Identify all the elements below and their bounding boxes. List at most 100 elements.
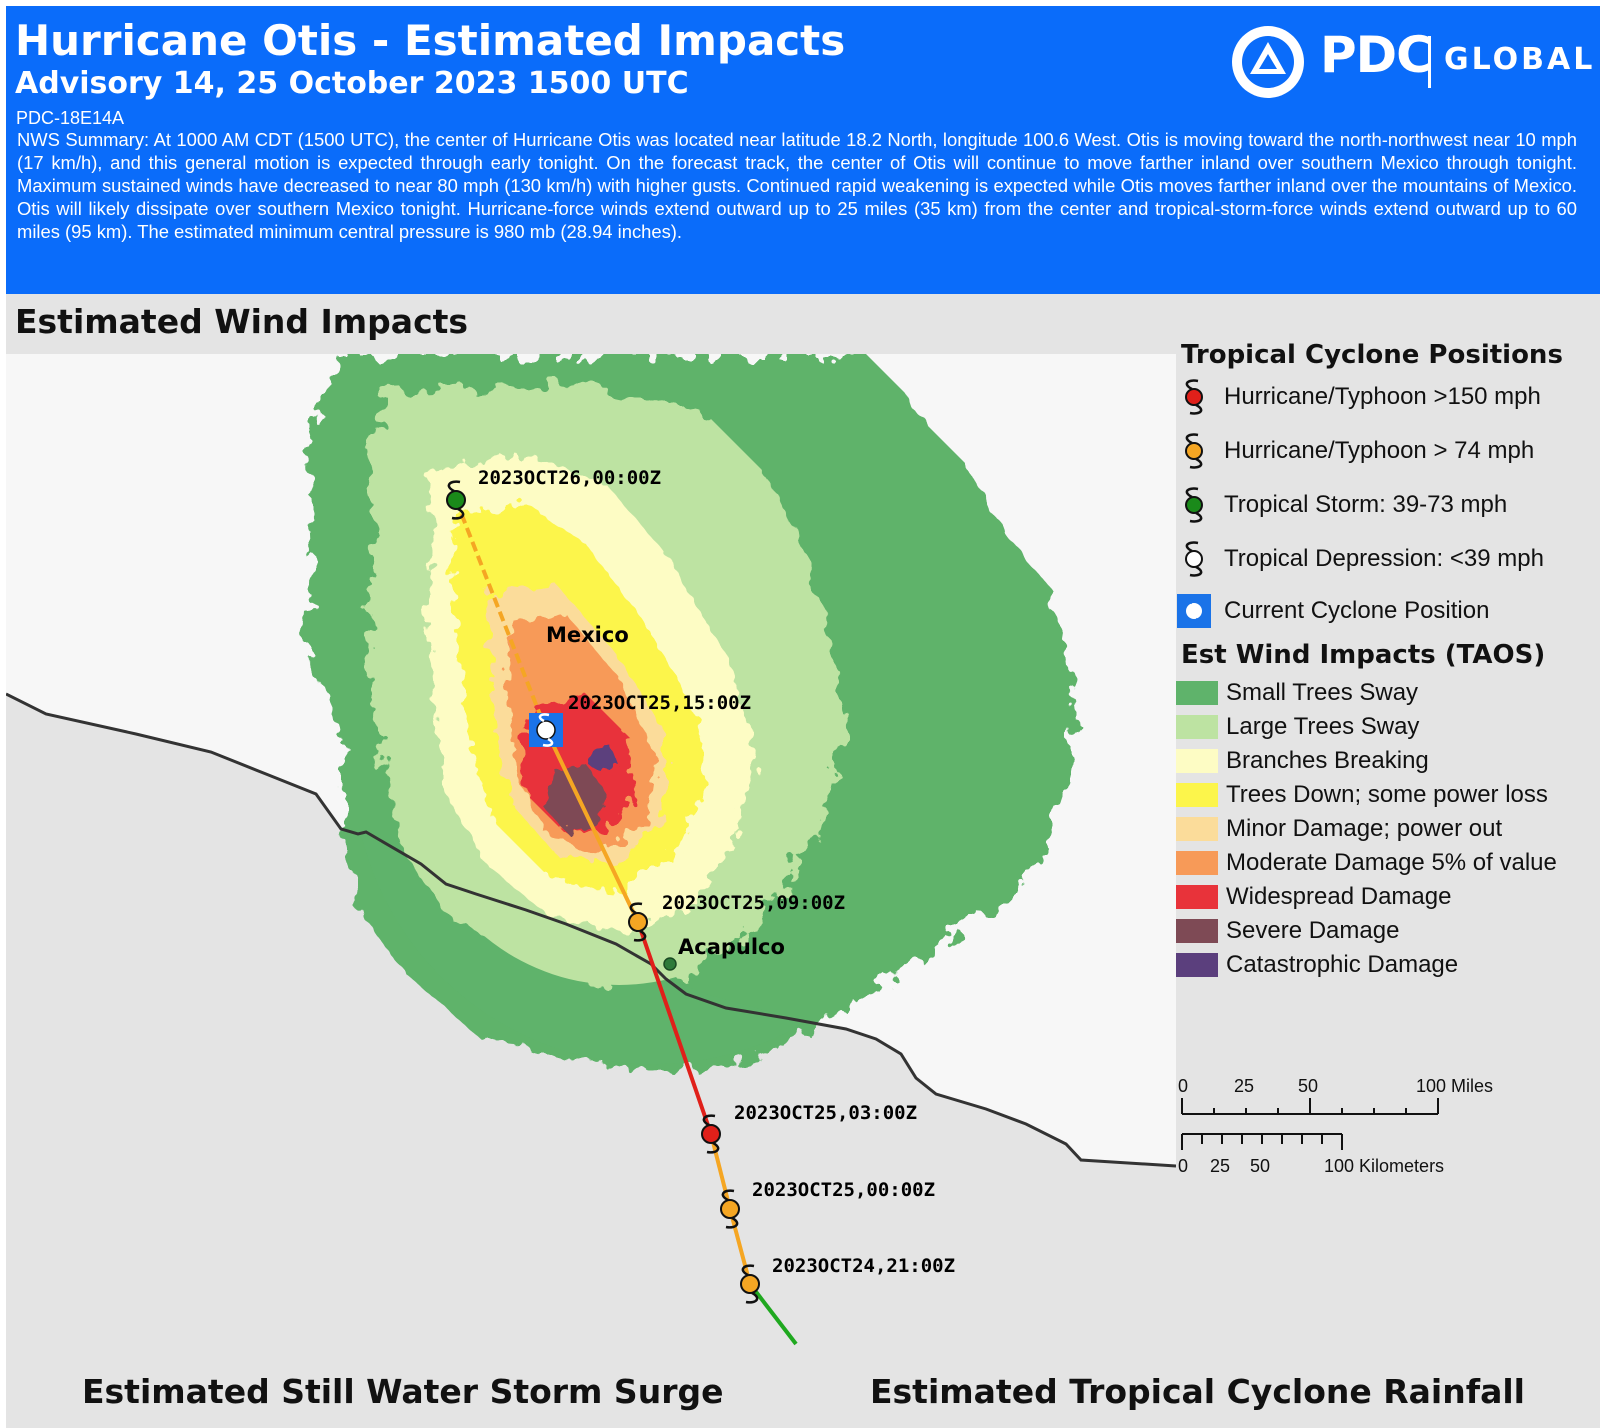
page-title: Hurricane Otis - Estimated Impacts	[15, 16, 846, 65]
track-time-label: 2023OCT25,03:00Z	[734, 1102, 917, 1124]
legend-item-wind[interactable]: Widespread Damage	[1176, 880, 1451, 914]
legend-label: Tropical Storm: 39-73 mph	[1224, 491, 1508, 518]
wind-zone-severe-damage	[546, 764, 606, 832]
scale-miles-ruler	[1181, 1098, 1439, 1115]
scale-km-label: 0	[1178, 1156, 1188, 1176]
wind-zone-catastrophic-damage	[590, 746, 618, 774]
wind-impact-map[interactable]: Mexico Acapulco 2023OCT26,00:00Z 2023OCT…	[6, 354, 1176, 1364]
impacts-panel: Estimated Wind Impacts	[6, 294, 1600, 1428]
legend-swatch	[1176, 749, 1218, 773]
track-segment-hurricane	[728, 1208, 752, 1285]
legend-item-major-hurricane[interactable]: Hurricane/Typhoon >150 mph	[1176, 379, 1541, 415]
current-position-icon[interactable]	[529, 713, 563, 747]
legend-item-wind[interactable]: Minor Damage; power out	[1176, 812, 1502, 846]
legend-item-tropical-depression[interactable]: Tropical Depression: <39 mph	[1176, 541, 1544, 577]
track-segment-forecast	[454, 499, 548, 731]
country-label: Mexico	[546, 623, 629, 647]
rainfall-title: Estimated Tropical Cyclone Rainfall	[870, 1372, 1525, 1411]
legend-swatch	[1176, 919, 1218, 943]
legend-item-hurricane[interactable]: Hurricane/Typhoon > 74 mph	[1176, 433, 1535, 469]
wind-impact-swath	[306, 354, 1076, 1070]
current-position-icon	[1177, 594, 1211, 628]
scale-miles-label: 0	[1178, 1076, 1188, 1096]
scale-miles-label: 25	[1234, 1076, 1254, 1096]
logo-suffix-text: GLOBAL	[1444, 42, 1596, 77]
cyclone-icon[interactable]	[628, 902, 648, 942]
map-canvas: Mexico Acapulco 2023OCT26,00:00Z 2023OCT…	[6, 354, 1176, 1364]
legend-item-wind[interactable]: Catastrophic Damage	[1176, 948, 1458, 982]
legend-label: Small Trees Sway	[1226, 679, 1419, 706]
cyclone-icon	[1185, 433, 1203, 469]
track-segment-tropical-storm	[748, 1282, 798, 1346]
cyclone-icon[interactable]	[740, 1264, 760, 1304]
logo-brand-text: PDC	[1320, 26, 1433, 84]
legend-label: Minor Damage; power out	[1226, 815, 1503, 842]
legend-label: Hurricane/Typhoon > 74 mph	[1224, 437, 1535, 464]
track-segment-major-hurricane	[636, 921, 713, 1135]
legend-item-current-position[interactable]: Current Cyclone Position	[1176, 594, 1489, 628]
advisory-id: PDC-18E14A	[16, 108, 125, 128]
wind-zone-coastal-inner	[446, 894, 686, 985]
scale-miles-label: 100 Miles	[1416, 1076, 1493, 1096]
acapulco-marker	[663, 957, 677, 971]
legend-swatch	[1176, 715, 1218, 739]
scale-miles-label: 50	[1298, 1076, 1318, 1096]
track-time-label: 2023OCT26,00:00Z	[478, 467, 661, 489]
scale-km-label: 100 Kilometers	[1324, 1156, 1444, 1176]
scale-km-label: 50	[1250, 1156, 1270, 1176]
scale-bar-graphic: 0 25 50 100 Miles 0	[1178, 1076, 1493, 1176]
track-time-label: 2023OCT25,00:00Z	[752, 1179, 935, 1201]
track-points	[446, 480, 760, 1304]
legend-swatch	[1176, 885, 1218, 909]
section-title: Estimated Wind Impacts	[15, 302, 469, 341]
coastline	[6, 692, 1176, 1168]
city-label: Acapulco	[678, 935, 785, 959]
track-segment-hurricane	[544, 729, 640, 923]
storm-surge-title: Estimated Still Water Storm Surge	[82, 1372, 724, 1411]
legend-item-wind[interactable]: Branches Breaking	[1176, 744, 1429, 778]
scale-km-label: 25	[1210, 1156, 1230, 1176]
legend-swatch	[1176, 953, 1218, 977]
track-time-label: 2023OCT25,09:00Z	[662, 892, 845, 914]
track-time-label: 2023OCT25,15:00Z	[568, 692, 751, 714]
scale-km-ruler	[1181, 1133, 1343, 1150]
legend-item-wind[interactable]: Small Trees Sway	[1176, 676, 1418, 710]
cyclone-icon[interactable]	[446, 480, 466, 520]
legend-label: Catastrophic Damage	[1226, 951, 1459, 978]
legend-positions-title: Tropical Cyclone Positions	[1181, 340, 1563, 370]
legend-label: Tropical Depression: <39 mph	[1224, 545, 1544, 572]
nws-summary: NWS Summary: At 1000 AM CDT (1500 UTC), …	[17, 129, 1577, 242]
cyclone-icon	[1185, 541, 1203, 577]
legend-label: Widespread Damage	[1226, 883, 1452, 910]
legend-label: Severe Damage	[1226, 917, 1400, 944]
legend-item-wind[interactable]: Trees Down; some power loss	[1176, 778, 1548, 812]
track-segment-hurricane	[709, 1133, 732, 1210]
track-time-label: 2023OCT24,21:00Z	[772, 1255, 955, 1277]
legend-wind-title: Est Wind Impacts (TAOS)	[1181, 640, 1546, 670]
legend-label: Branches Breaking	[1226, 747, 1429, 774]
pdc-global-logo: PDC GLOBAL	[1228, 18, 1592, 108]
legend-label: Large Trees Sway	[1226, 713, 1420, 740]
cyclone-icon	[1185, 487, 1203, 523]
logo-divider	[1428, 36, 1431, 88]
legend-swatch	[1176, 851, 1218, 875]
legend-item-tropical-storm[interactable]: Tropical Storm: 39-73 mph	[1176, 487, 1508, 523]
legend-label: Moderate Damage 5% of value	[1226, 849, 1557, 876]
legend-label: Hurricane/Typhoon >150 mph	[1224, 383, 1541, 410]
cyclone-icon[interactable]	[701, 1114, 721, 1154]
cyclone-icon	[1185, 379, 1203, 415]
cyclone-icon[interactable]	[720, 1189, 740, 1229]
legend-label: Trees Down; some power loss	[1226, 781, 1548, 808]
legend-label: Current Cyclone Position	[1224, 597, 1490, 624]
legend-item-wind[interactable]: Moderate Damage 5% of value	[1176, 846, 1557, 880]
legend-item-wind[interactable]: Severe Damage	[1176, 914, 1399, 948]
legend-swatch	[1176, 681, 1218, 705]
pdc-logo-icon	[1232, 26, 1304, 98]
header-banner: Hurricane Otis - Estimated Impacts Advis…	[6, 6, 1600, 294]
legend-item-wind[interactable]: Large Trees Sway	[1176, 710, 1419, 744]
legend-swatch	[1176, 783, 1218, 807]
scale-bar: 0 25 50 100 Miles 0	[1176, 1074, 1536, 1184]
advisory-subtitle: Advisory 14, 25 October 2023 1500 UTC	[15, 66, 689, 101]
storm-track	[454, 499, 798, 1346]
legend-swatch	[1176, 817, 1218, 841]
